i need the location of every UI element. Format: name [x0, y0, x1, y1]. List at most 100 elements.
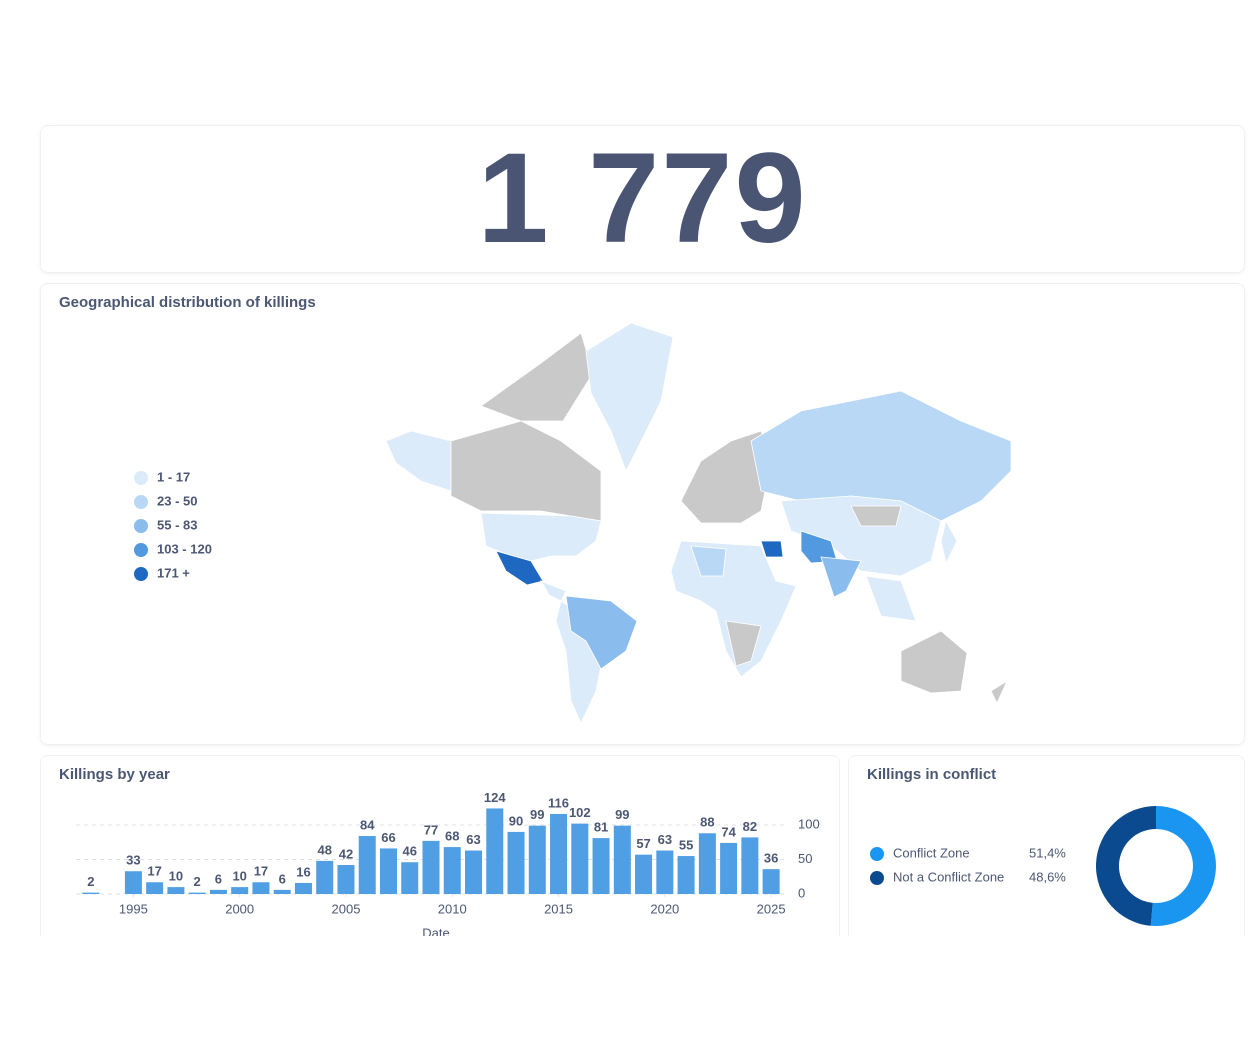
country [565, 595, 638, 670]
legend-swatch [134, 567, 148, 581]
bar [209, 889, 227, 894]
bar [294, 882, 312, 894]
bar [443, 847, 461, 894]
pie-card: Killings in conflict Conflict Zone 51,4% N… [848, 755, 1245, 936]
bar-value-label: 10 [169, 869, 183, 884]
bar [146, 882, 164, 894]
pie-title: Killings in conflict [867, 766, 997, 783]
kpi-card: 1 779 [40, 125, 1245, 273]
bar [231, 887, 249, 894]
legend-label: 1 - 17 [157, 469, 190, 484]
y-tick-label: 100 [798, 816, 820, 831]
country [760, 540, 784, 558]
legend-label: Conflict Zone [893, 845, 970, 860]
bar-value-label: 74 [721, 824, 736, 839]
bar-value-label: 57 [636, 836, 650, 851]
world-map [385, 322, 1012, 724]
bar-value-label: 2 [194, 874, 201, 889]
x-tick-label: 2010 [438, 901, 467, 916]
country [480, 512, 602, 562]
bar-value-label: 42 [339, 846, 353, 861]
legend-swatch [134, 471, 148, 485]
bar-value-label: 116 [548, 795, 569, 810]
donut-slice [1095, 806, 1156, 926]
donut-chart: Conflict Zone 51,4% Not a Conflict Zone 48,… [870, 806, 1216, 926]
bar-value-label: 46 [403, 844, 417, 859]
bar [422, 840, 440, 894]
bar-value-label: 33 [126, 853, 140, 868]
country [450, 420, 602, 522]
country [900, 630, 968, 694]
legend-label: Not a Conflict Zone [893, 869, 1004, 884]
x-tick-label: 2005 [332, 901, 361, 916]
bar [762, 869, 780, 894]
kpi-value: 1 779 [477, 127, 808, 270]
bar-value-label: 124 [484, 790, 506, 805]
bar-value-label: 17 [254, 864, 268, 879]
country [990, 679, 1008, 704]
country [820, 556, 862, 598]
bar-value-label: 81 [594, 820, 608, 835]
bar [571, 823, 589, 894]
bar [720, 842, 738, 894]
country [670, 540, 797, 678]
bar-value-label: 10 [232, 869, 246, 884]
bar-value-label: 16 [296, 864, 310, 879]
bar [358, 836, 376, 894]
bar [741, 837, 759, 894]
bar-card: Killings by year 0 50 100 1995 2000 2005 2010 2… [40, 755, 840, 936]
legend-label: 55 - 83 [157, 517, 197, 532]
country [865, 575, 917, 622]
bar-value-label: 77 [424, 822, 438, 837]
bar-value-label: 36 [764, 851, 778, 866]
bar [82, 892, 100, 894]
bar-value-label: 63 [658, 832, 672, 847]
bar [337, 865, 355, 894]
bar-value-label: 66 [381, 830, 395, 845]
bar [188, 892, 206, 894]
bar [592, 838, 610, 894]
bar [167, 887, 185, 894]
bar [656, 850, 674, 894]
map-card: Geographical distribution of killings [40, 283, 1245, 745]
bar [550, 813, 568, 894]
bar-title: Killings by year [59, 766, 170, 783]
bar [273, 889, 291, 894]
bar-value-label: 17 [147, 864, 161, 879]
donut-slice [1150, 806, 1216, 926]
bar-value-label: 68 [445, 829, 459, 844]
legend-label: 103 - 120 [157, 541, 212, 556]
bar [379, 848, 397, 894]
x-tick-label: 2015 [544, 901, 573, 916]
country [480, 332, 594, 422]
bar [252, 882, 270, 894]
bar [401, 862, 419, 894]
x-axis-label: Date [422, 925, 449, 936]
legend-swatch [134, 543, 148, 557]
bar [698, 833, 716, 894]
country [940, 519, 958, 565]
y-tick-label: 0 [798, 885, 805, 900]
country [585, 322, 674, 472]
bar-value-label: 84 [360, 817, 375, 832]
legend-label: 23 - 50 [157, 493, 197, 508]
bar-value-label: 6 [279, 871, 286, 886]
map-title: Geographical distribution of killings [59, 294, 316, 311]
bar [465, 850, 483, 894]
bar [124, 871, 142, 894]
bar-value-label: 48 [317, 842, 331, 857]
bar-chart: 0 50 100 1995 2000 2005 2010 2015 2020 2025 2 33 17 1… [76, 790, 820, 936]
bar [677, 856, 695, 894]
legend-swatch [870, 871, 884, 885]
bar [316, 860, 334, 894]
legend-value: 48,6% [1029, 869, 1066, 884]
legend-swatch [134, 495, 148, 509]
bar [507, 831, 525, 894]
bar-value-label: 63 [466, 832, 480, 847]
bar-value-label: 2 [87, 874, 94, 889]
country [385, 430, 452, 492]
bar-value-label: 6 [215, 871, 222, 886]
legend-value: 51,4% [1029, 845, 1066, 860]
x-tick-label: 1995 [119, 901, 148, 916]
